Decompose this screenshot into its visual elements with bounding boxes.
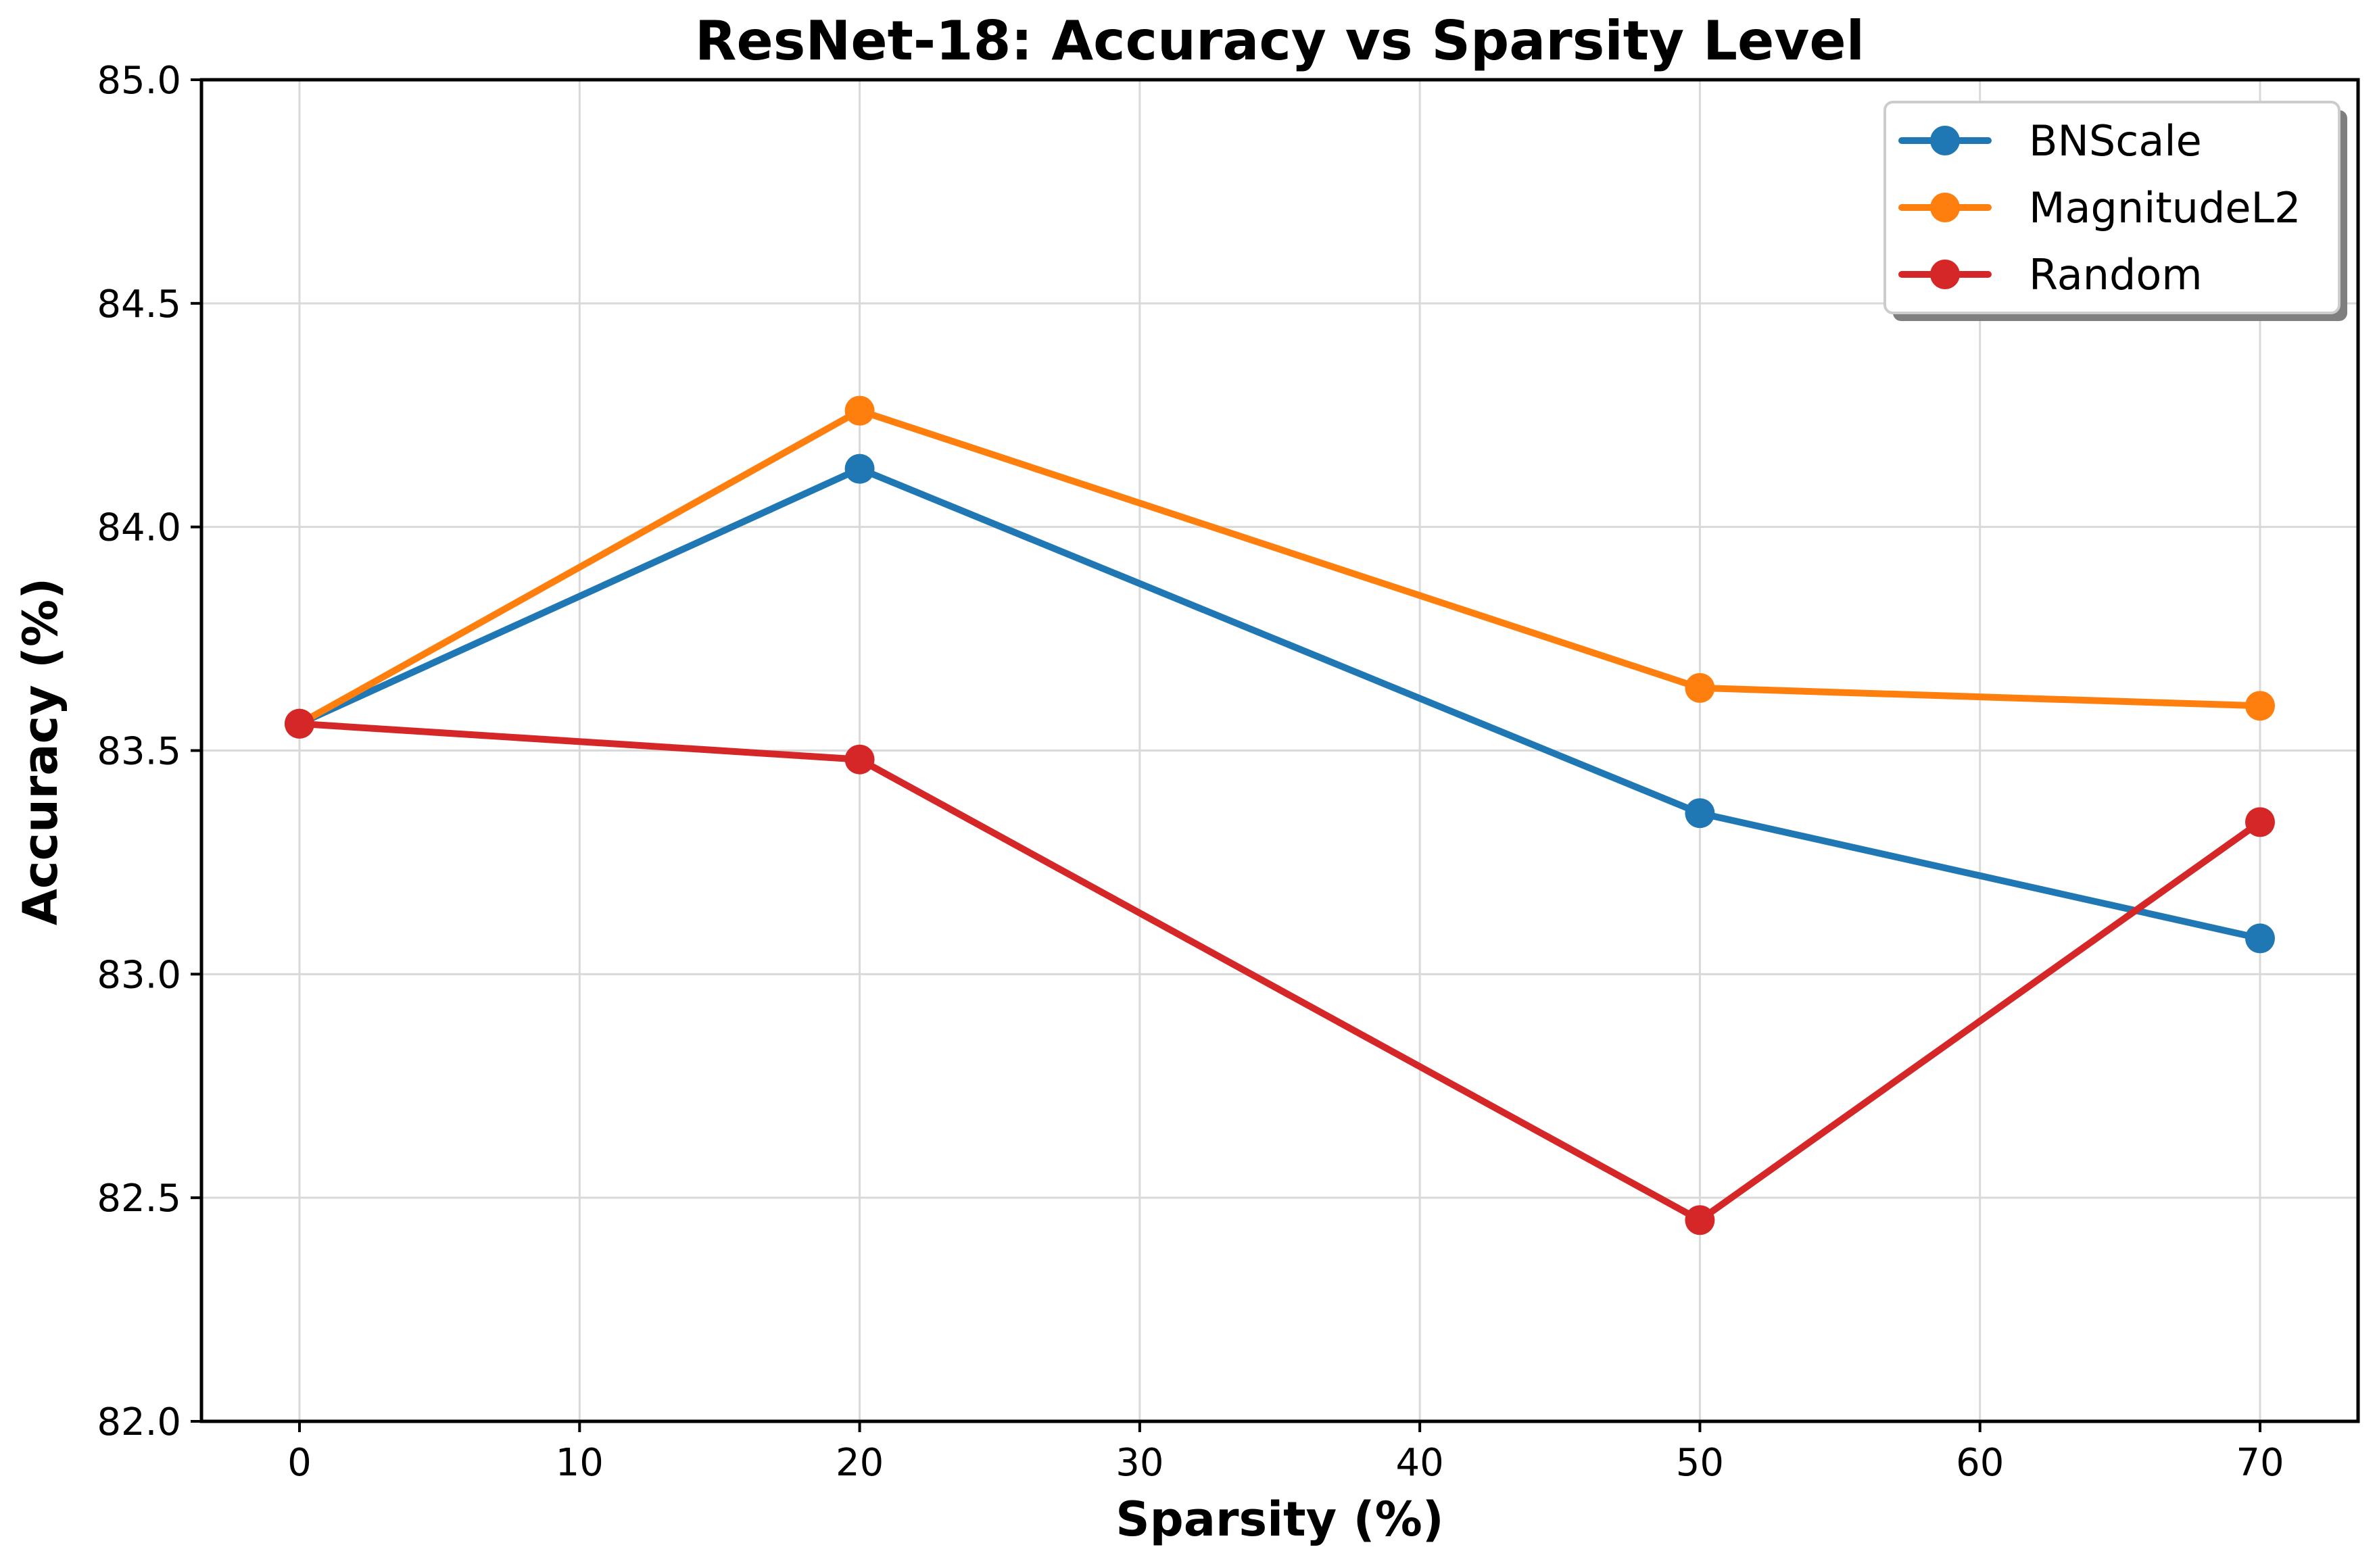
- y-tick-label: 83.0: [97, 953, 181, 997]
- data-point-magnitudel2: [2245, 691, 2275, 721]
- series-random: [285, 708, 2275, 1235]
- data-point-random: [285, 708, 314, 739]
- series-line-magnitudel2: [296, 407, 2263, 727]
- y-tick-label: 84.5: [97, 283, 181, 326]
- y-tick-label: 84.0: [97, 506, 181, 550]
- legend-label-magnitudel2: MagnitudeL2: [2029, 183, 2301, 232]
- legend-item-random: Random: [1898, 250, 2203, 299]
- legend-label-bnscale: BNScale: [2029, 116, 2202, 166]
- series-magnitudel2: [285, 395, 2275, 739]
- data-point-random: [2245, 807, 2275, 837]
- chart-title: ResNet-18: Accuracy vs Sparsity Level: [695, 9, 1865, 72]
- series-lines: [285, 395, 2275, 1235]
- legend-marker-bnscale: [1930, 126, 1960, 155]
- legend-item-magnitudel2: MagnitudeL2: [1898, 183, 2301, 232]
- data-point-magnitudel2: [1685, 672, 1715, 703]
- x-tick-label: 60: [1956, 1441, 2004, 1485]
- data-point-bnscale: [844, 454, 875, 484]
- x-tick-label: 50: [1676, 1441, 1724, 1485]
- legend-marker-magnitudel2: [1930, 193, 1960, 222]
- series-line-bnscale: [296, 465, 2263, 942]
- y-tick-label: 83.5: [97, 730, 181, 774]
- x-tick-label: 20: [836, 1441, 884, 1485]
- data-point-bnscale: [2245, 923, 2275, 954]
- data-point-magnitudel2: [844, 395, 875, 426]
- series-line-random: [296, 720, 2263, 1224]
- x-tick-label: 30: [1115, 1441, 1163, 1485]
- data-point-bnscale: [1685, 798, 1715, 829]
- legend-marker-random: [1930, 260, 1960, 289]
- x-tick-label: 10: [556, 1441, 604, 1485]
- data-point-random: [844, 744, 875, 775]
- x-tick-label: 40: [1396, 1441, 1444, 1485]
- data-point-random: [1685, 1205, 1715, 1235]
- legend-label-random: Random: [2029, 250, 2203, 299]
- y-tick-label: 82.5: [97, 1177, 181, 1221]
- legend-item-bnscale: BNScale: [1898, 116, 2202, 166]
- y-axis-ticks: 82.0 82.5 83.0 83.5 84.0 84.5 85.0: [97, 59, 201, 1444]
- x-tick-label: 70: [2236, 1441, 2284, 1485]
- x-axis-label: Sparsity (%): [1115, 1492, 1444, 1547]
- y-tick-label: 85.0: [97, 59, 181, 103]
- legend-box: [1883, 101, 2340, 314]
- y-tick-label: 82.0: [97, 1400, 181, 1444]
- x-tick-label: 0: [287, 1441, 312, 1485]
- y-axis-label: Accuracy (%): [13, 578, 68, 925]
- x-axis-ticks: 0 10 20 30 40 50 60 70: [287, 1421, 2284, 1485]
- legend: BNScale MagnitudeL2 Random: [1883, 101, 2347, 321]
